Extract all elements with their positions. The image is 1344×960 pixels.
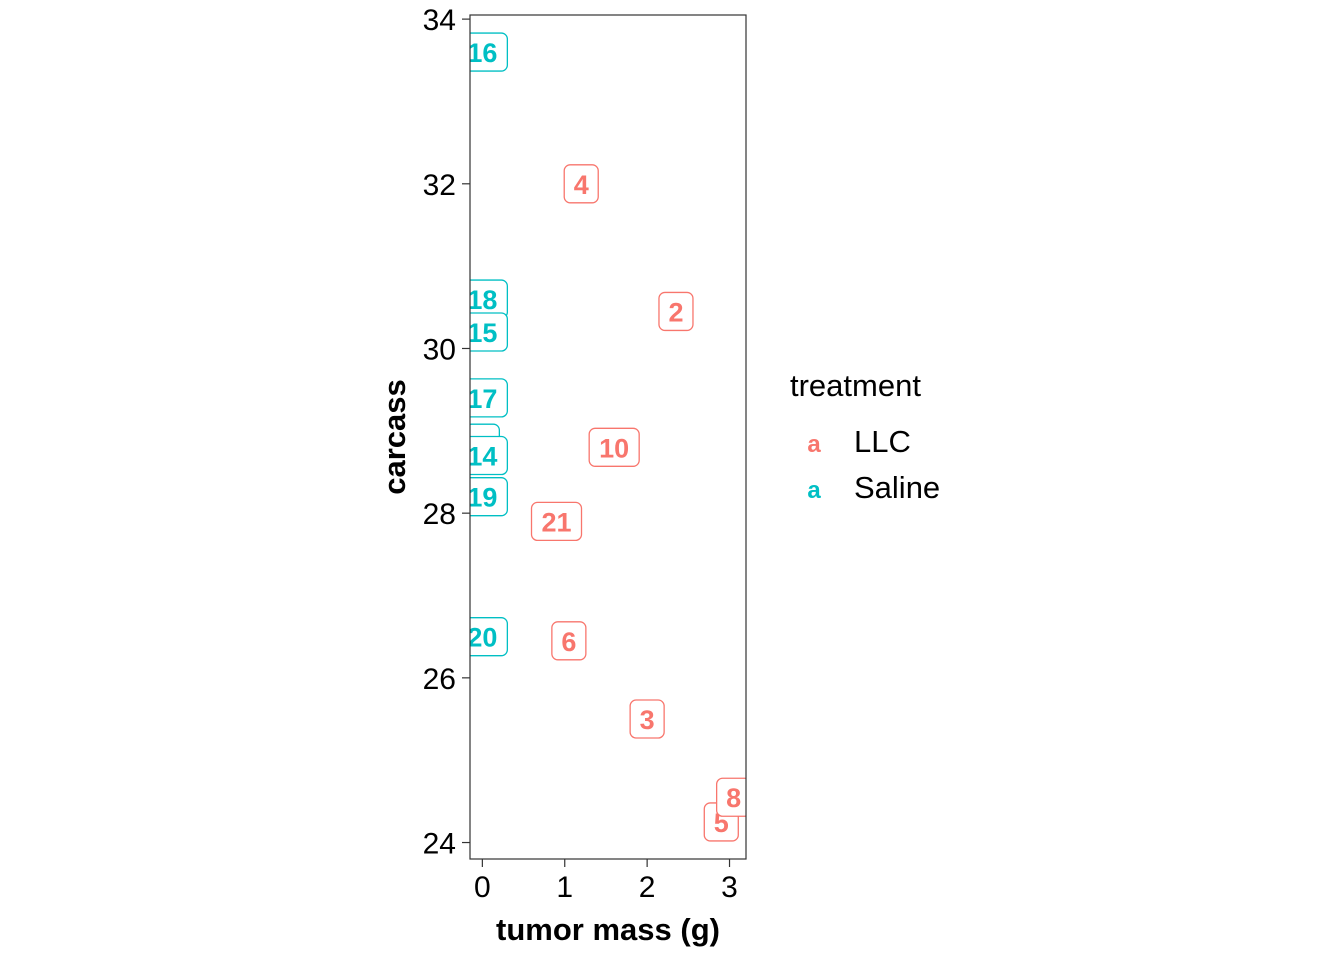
data-point-label: 6 (551, 621, 587, 661)
plot-panel (469, 14, 747, 860)
point-label-text: 20 (467, 623, 497, 653)
y-axis-title: carcass (377, 379, 412, 495)
x-tick-label: 3 (721, 871, 738, 904)
point-label-box (470, 32, 509, 72)
point-label-text: 16 (467, 38, 497, 68)
point-label-text: 18 (467, 285, 497, 315)
point-label-text: 6 (561, 627, 576, 657)
y-tick-label: 32 (423, 169, 456, 202)
point-label-box (470, 617, 509, 657)
point-label-box (588, 427, 640, 467)
point-label-text: 14 (467, 442, 497, 472)
legend: treatment a LLC a Saline (790, 368, 940, 505)
point-label-text: 10 (599, 433, 629, 463)
data-point-label: 14 (467, 435, 509, 476)
data-point-label: 20 (467, 617, 509, 657)
point-label-text: 3 (640, 705, 655, 735)
x-tick-label: 0 (474, 871, 491, 904)
y-tick-label: 26 (423, 663, 456, 696)
data-point-label: 10 (588, 427, 640, 467)
point-label-box (530, 501, 583, 542)
y-axis: 24 26 28 30 32 34 (423, 4, 470, 861)
point-label-box (470, 435, 509, 476)
point-label-box (470, 378, 509, 418)
y-tick-label: 24 (423, 828, 456, 861)
data-point-label: 16 (467, 32, 509, 72)
point-label-text: 4 (574, 170, 589, 200)
legend-entry-label: LLC (854, 424, 911, 459)
data-point-label: 8 (715, 777, 746, 817)
point-label-box (563, 164, 599, 204)
x-axis: 0 1 2 3 (474, 859, 738, 904)
point-label-box (629, 699, 665, 739)
point-label-text: 15 (467, 318, 497, 348)
x-tick-label: 2 (639, 871, 656, 904)
x-tick-label: 1 (556, 871, 573, 904)
data-point-label: 19 (467, 477, 509, 517)
data-point-label: 18 (467, 279, 509, 319)
point-label-text: 8 (726, 783, 741, 813)
data-point-label: 2 (658, 291, 694, 332)
data-point-label: 4 (563, 164, 599, 204)
data-point-label: 17 (467, 378, 509, 418)
data-point-label: 3 (629, 699, 665, 739)
legend-key: a (807, 477, 821, 504)
legend-key: a (807, 431, 821, 458)
point-label-box (551, 621, 587, 661)
point-label-box (470, 477, 509, 517)
y-tick-label: 34 (423, 4, 456, 37)
legend-title: treatment (790, 368, 921, 403)
data-point-label: 15 (467, 312, 509, 352)
y-tick-label: 28 (423, 498, 456, 531)
legend-entry-label: Saline (854, 470, 940, 505)
point-label-box (470, 312, 509, 352)
point-label-box (715, 777, 746, 817)
y-tick-label: 30 (423, 333, 456, 366)
legend-entries: a LLC a Saline (807, 424, 940, 505)
point-label-text: 2 (668, 297, 683, 327)
point-label-text: 21 (541, 507, 571, 537)
data-point-label: 21 (530, 501, 583, 542)
x-axis-title: tumor mass (g) (496, 912, 720, 947)
point-label-text: 17 (467, 384, 497, 414)
point-label-box (658, 291, 694, 332)
point-label-text: 19 (467, 483, 497, 513)
